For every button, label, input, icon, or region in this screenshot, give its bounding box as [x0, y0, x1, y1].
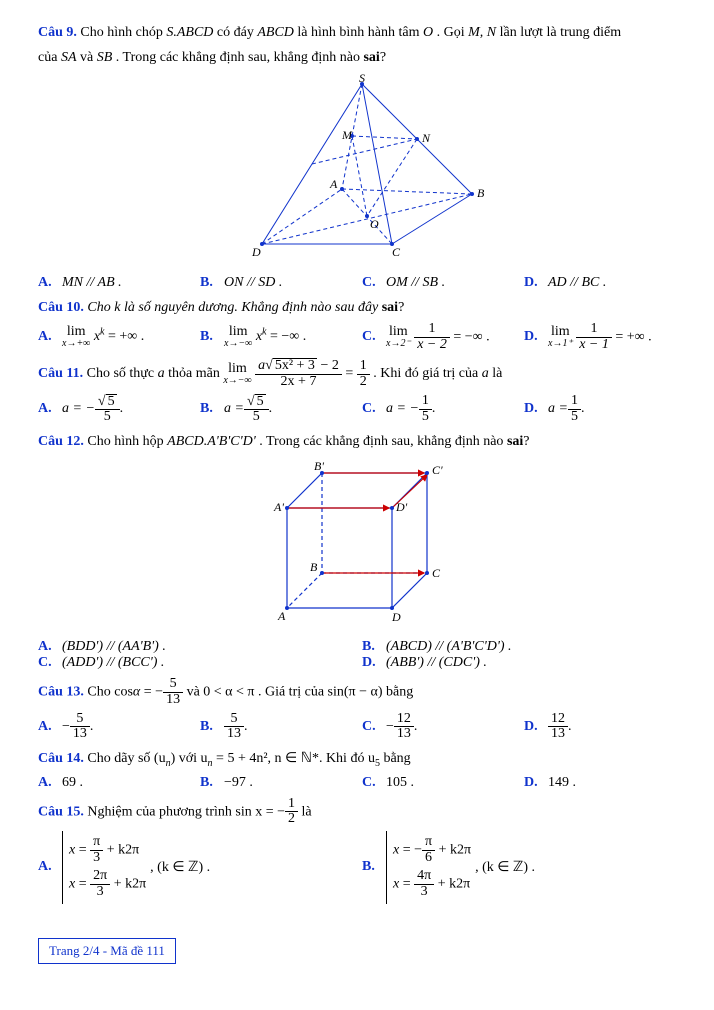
svg-text:B: B [310, 560, 318, 574]
svg-text:N: N [421, 131, 431, 145]
q11-line: Câu 11. Cho số thực a thỏa mãn limx→−∞ a… [38, 358, 686, 389]
q10-optB: limx→−∞ xk = −∞ . [224, 325, 306, 349]
svg-text:S: S [359, 74, 365, 85]
cube-svg: A' B' C' D' A B C D [252, 458, 472, 628]
svg-text:A': A' [273, 500, 284, 514]
q9-line1: Câu 9. Cho hình chóp S.ABCD có đáy ABCD … [38, 22, 686, 43]
q15-optA-bracket: x = π3 + k2π x = 2π3 + k2π [62, 831, 146, 904]
q14-line: Câu 14. Cho dãy số (un) với un = 5 + 4n²… [38, 748, 686, 771]
q10-optC: limx→2⁻ 1x − 2 = −∞ . [386, 322, 490, 352]
pyramid-svg: S M N A B C D O [222, 74, 502, 264]
svg-text:A: A [329, 177, 338, 191]
q12-figure: A' B' C' D' A B C D [38, 458, 686, 633]
page-footer: Trang 2/4 - Mã đề 111 [38, 938, 176, 964]
q15-optB-bracket: x = −π6 + k2π x = 4π3 + k2π [386, 831, 471, 904]
q10-options: A. limx→+∞ xk = +∞ . B. limx→−∞ xk = −∞ … [38, 322, 686, 352]
q9-line2: của SA và SB . Trong các khẳng định sau,… [38, 47, 686, 68]
q13-options: A.−513 . B.513 . C.−1213 . D.1213 . [38, 712, 686, 742]
q10-line: Câu 10. Cho k là số nguyên dương. Khẳng … [38, 297, 686, 318]
svg-text:D: D [251, 245, 261, 259]
q12-options: A.(BDD') // (AA'B') . B.(ABCD) // (A'B'C… [38, 639, 686, 671]
svg-text:C: C [432, 566, 441, 580]
svg-text:O: O [370, 217, 379, 231]
svg-text:B': B' [314, 459, 324, 473]
svg-text:C': C' [432, 463, 443, 477]
q9-options: A.MN // AB . B.ON // SD . C.OM // SB . D… [38, 275, 686, 291]
q11-options: A. a = −√55 . B. a = √55 . C. a = −15 . … [38, 394, 686, 425]
svg-text:A: A [277, 609, 286, 623]
q15-line: Câu 15. Nghiệm của phương trình sin x = … [38, 797, 686, 827]
svg-text:C: C [392, 245, 401, 259]
q12-line: Câu 12. Cho hình hộp ABCD.A'B'C'D' . Tro… [38, 431, 686, 452]
svg-text:M: M [341, 128, 353, 142]
page: Câu 9. Cho hình chóp S.ABCD có đáy ABCD … [0, 0, 714, 1010]
q10-optA: limx→+∞ xk = +∞ . [62, 325, 144, 349]
q14-options: A.69 . B.−97 . C.105 . D.149 . [38, 775, 686, 791]
svg-text:B: B [477, 186, 485, 200]
q13-line: Câu 13. Cho cosα = −513 và 0 < α < π . G… [38, 677, 686, 707]
q15-options: A. x = π3 + k2π x = 2π3 + k2π , (k ∈ ℤ) … [38, 831, 686, 904]
q9-label: Câu 9. [38, 25, 77, 40]
svg-text:D: D [391, 610, 401, 624]
svg-text:D': D' [395, 500, 408, 514]
q11-lim: limx→−∞ a√5x² + 3 − 22x + 7 = 12 [223, 366, 373, 381]
q9-figure: S M N A B C D O [38, 74, 686, 269]
q10-optD: limx→1⁺ 1x − 1 = +∞ . [548, 322, 652, 352]
